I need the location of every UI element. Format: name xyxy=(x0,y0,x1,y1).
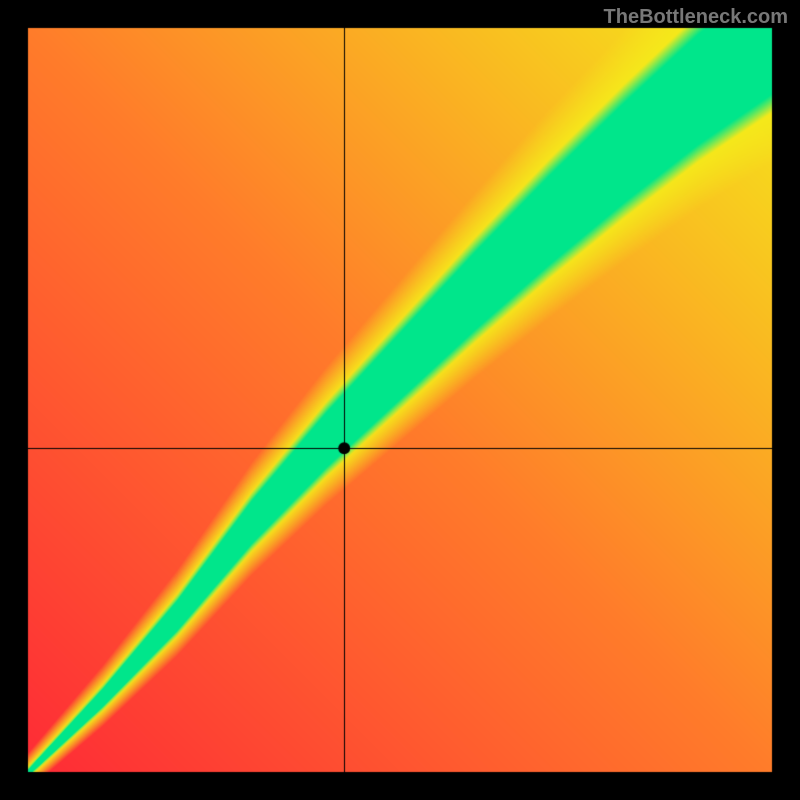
attribution-label: TheBottleneck.com xyxy=(604,6,788,29)
chart-container: TheBottleneck.com xyxy=(0,0,800,800)
bottleneck-heatmap xyxy=(0,0,800,800)
